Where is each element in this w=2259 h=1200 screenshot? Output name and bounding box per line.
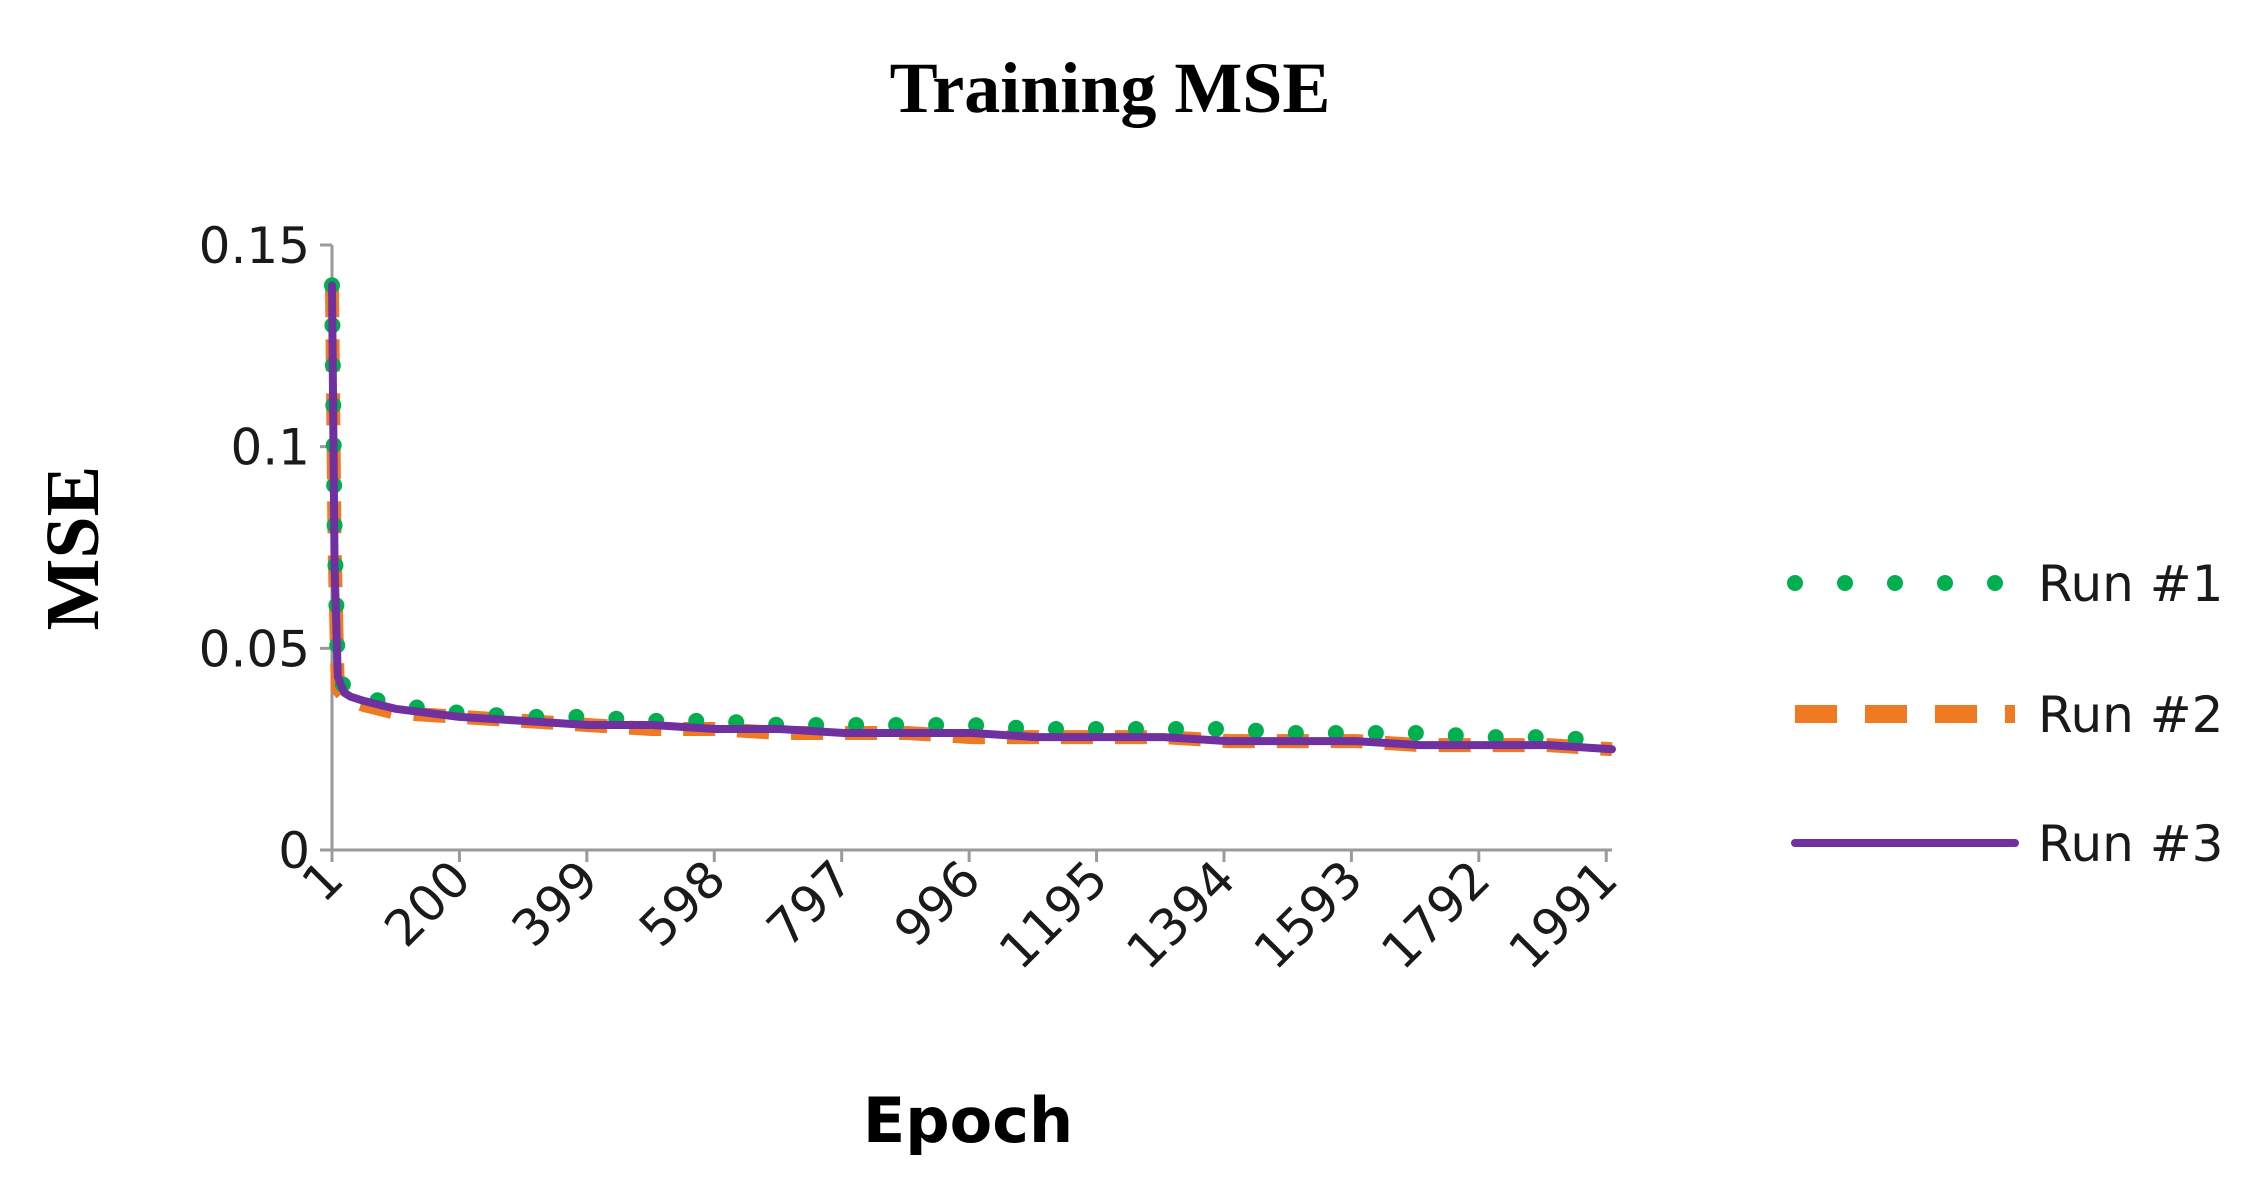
series-line-run-3 [328,281,1616,754]
series-layer [324,277,1620,757]
x-tick-label: 399 [501,849,609,957]
x-tick-label: 797 [756,849,864,957]
y-tick-label: 0 [278,822,310,880]
legend-label-run-2: Run #2 [2038,686,2223,744]
y-tick-label: 0.15 [199,217,310,275]
legend-label-run-1: Run #1 [2038,555,2223,613]
x-tick-label: 200 [373,849,481,957]
x-tick-label: 1593 [1243,849,1374,980]
y-tick-label: 0.05 [199,620,310,678]
x-tick-label: 1792 [1370,849,1501,980]
x-tick-label: 996 [883,849,991,957]
y-ticks: 0 0.05 0.1 0.15 [199,217,332,880]
x-axis-label: Epoch [863,1084,1073,1157]
x-tick-label: 1195 [988,849,1119,980]
x-tick-label: 1394 [1115,849,1246,980]
legend: Run #1 Run #2 Run #3 [1787,555,2223,873]
y-axis-label: MSE [31,466,115,631]
y-tick-label: 0.1 [230,419,310,477]
chart-title: Training MSE [890,48,1331,128]
legend-label-run-3: Run #3 [2038,815,2223,873]
x-tick-label: 1991 [1498,849,1629,980]
series-line-run-1 [324,277,1620,750]
x-tick-label: 598 [628,849,736,957]
axes [330,245,1612,852]
series-line-run-2 [325,285,1613,757]
